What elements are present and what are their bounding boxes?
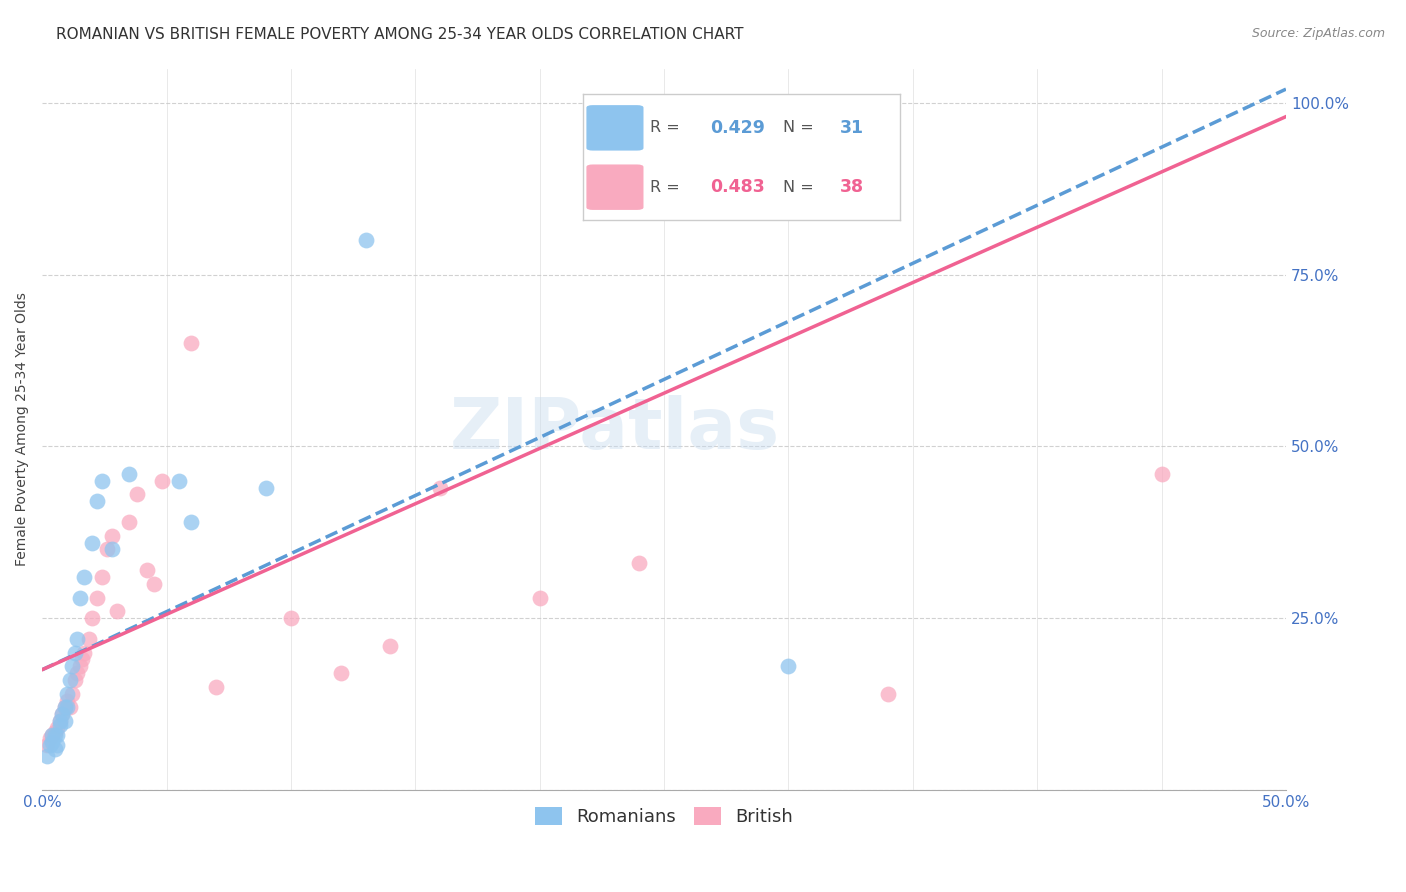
Point bbox=[63, 646, 86, 660]
Point bbox=[90, 474, 112, 488]
Point bbox=[41, 728, 63, 742]
Point bbox=[37, 738, 59, 752]
Point bbox=[205, 680, 228, 694]
Point bbox=[53, 700, 76, 714]
Point bbox=[429, 481, 451, 495]
Point bbox=[58, 700, 80, 714]
Point bbox=[90, 570, 112, 584]
Point bbox=[778, 659, 800, 673]
Point bbox=[51, 707, 73, 722]
Point bbox=[877, 687, 900, 701]
Point bbox=[86, 591, 108, 605]
Point bbox=[58, 673, 80, 687]
Point bbox=[70, 652, 93, 666]
Point bbox=[135, 563, 157, 577]
Point bbox=[167, 474, 190, 488]
Point bbox=[118, 515, 141, 529]
Point bbox=[46, 728, 69, 742]
Point bbox=[354, 233, 377, 247]
Point bbox=[125, 487, 148, 501]
Point bbox=[628, 556, 651, 570]
Point bbox=[380, 639, 402, 653]
Point bbox=[44, 724, 66, 739]
Point bbox=[51, 707, 73, 722]
Point bbox=[60, 687, 83, 701]
Point bbox=[254, 481, 277, 495]
Point bbox=[150, 474, 173, 488]
Point bbox=[48, 714, 70, 729]
Point bbox=[80, 611, 103, 625]
Point bbox=[101, 529, 124, 543]
Point bbox=[69, 591, 91, 605]
Point bbox=[63, 673, 86, 687]
Point bbox=[1150, 467, 1173, 481]
Text: ZIPatlas: ZIPatlas bbox=[450, 395, 779, 464]
Point bbox=[180, 336, 202, 351]
Point bbox=[86, 494, 108, 508]
Point bbox=[329, 666, 352, 681]
Point bbox=[180, 515, 202, 529]
Point bbox=[80, 535, 103, 549]
Point bbox=[73, 570, 96, 584]
Point bbox=[280, 611, 302, 625]
Y-axis label: Female Poverty Among 25-34 Year Olds: Female Poverty Among 25-34 Year Olds bbox=[15, 293, 30, 566]
Point bbox=[53, 700, 76, 714]
Point bbox=[66, 666, 89, 681]
Text: ROMANIAN VS BRITISH FEMALE POVERTY AMONG 25-34 YEAR OLDS CORRELATION CHART: ROMANIAN VS BRITISH FEMALE POVERTY AMONG… bbox=[56, 27, 744, 42]
Point bbox=[73, 646, 96, 660]
Point bbox=[48, 717, 70, 731]
Point bbox=[529, 591, 551, 605]
Point bbox=[56, 700, 79, 714]
Point bbox=[56, 687, 79, 701]
Point bbox=[44, 741, 66, 756]
Point bbox=[79, 632, 101, 646]
Point bbox=[38, 738, 60, 752]
Point bbox=[143, 576, 166, 591]
Point bbox=[56, 693, 79, 707]
Text: Source: ZipAtlas.com: Source: ZipAtlas.com bbox=[1251, 27, 1385, 40]
Point bbox=[96, 542, 118, 557]
Point bbox=[38, 731, 60, 746]
Point bbox=[48, 714, 70, 729]
Point bbox=[66, 632, 89, 646]
Point bbox=[37, 748, 59, 763]
Point bbox=[60, 659, 83, 673]
Point bbox=[69, 659, 91, 673]
Point bbox=[53, 714, 76, 729]
Point bbox=[101, 542, 124, 557]
Point bbox=[46, 738, 69, 752]
Point bbox=[118, 467, 141, 481]
Point bbox=[41, 728, 63, 742]
Point bbox=[46, 721, 69, 735]
Point bbox=[41, 735, 63, 749]
Legend: Romanians, British: Romanians, British bbox=[526, 797, 803, 835]
Point bbox=[44, 728, 66, 742]
Point bbox=[105, 604, 128, 618]
